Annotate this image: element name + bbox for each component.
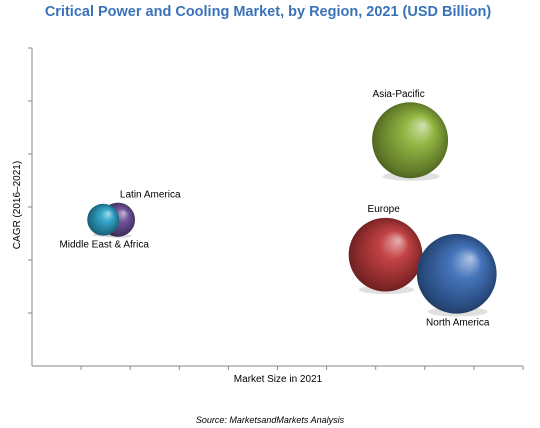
bubble-label-asia-pacific: Asia-Pacific [373,89,425,100]
bubble-label-europe: Europe [368,204,401,215]
bubble-label-north-america: North America [426,318,490,329]
bubble-label-middle-east-and-africa: Middle East & Africa [59,240,149,251]
source-note: Source: MarketsandMarkets Analysis [196,415,345,425]
bubbles [87,102,497,317]
axes [28,47,524,370]
x-axis-label: Market Size in 2021 [234,374,323,385]
bubble-labels: Asia-Pacific Latin America Middle East & A… [59,89,489,328]
bubble-label-latin-america: Latin America [120,190,181,201]
bubble-middle-east-and-africa [87,203,120,236]
bubble-asia-pacific [372,102,449,179]
bubble-north-america [416,233,497,314]
chart-title: Critical Power and Cooling Market, by Re… [45,4,492,20]
y-ticks [28,47,32,314]
y-axis-label: CAGR (2016–2021) [12,161,23,249]
bubble-europe [348,217,423,292]
x-ticks [80,366,524,370]
